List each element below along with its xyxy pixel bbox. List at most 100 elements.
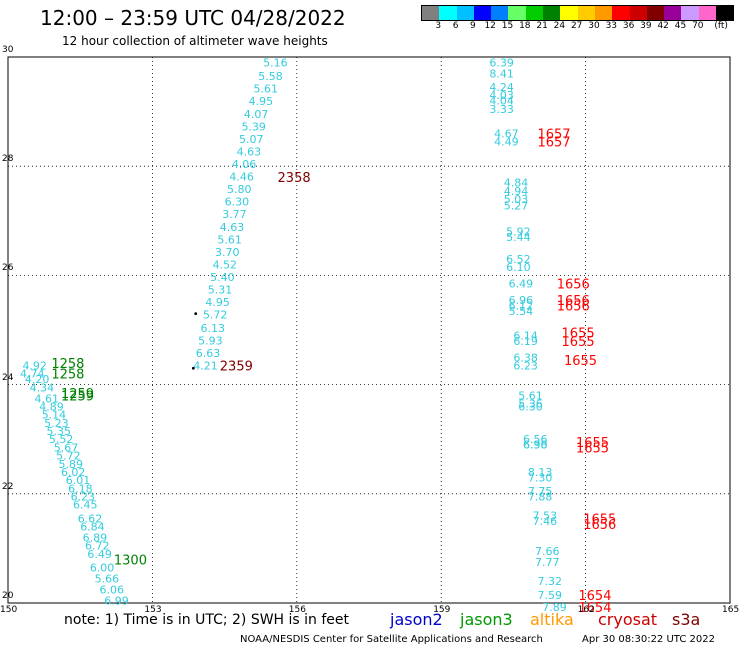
wave-height-label: 7.88 — [528, 491, 553, 504]
wave-height-label: 7.75 — [528, 485, 553, 498]
wave-height-label: 3.77 — [222, 208, 247, 221]
scale-label: 6 — [452, 21, 459, 31]
scale-swatch — [508, 6, 526, 20]
color-scale-bar — [421, 5, 735, 21]
observation-dot — [191, 366, 195, 370]
generated-timestamp: Apr 30 08:30:22 UTC 2022 — [582, 634, 715, 645]
wave-height-label: 7.32 — [537, 575, 562, 588]
scale-swatch — [456, 6, 474, 20]
wave-height-label: 6.14 — [513, 329, 538, 342]
scale-label: 3 — [435, 21, 442, 31]
wave-height-label: 4.21 — [193, 359, 218, 372]
wave-height-label: 5.61 — [518, 390, 543, 403]
wave-height-label: 5.23 — [44, 417, 69, 430]
pass-time-label: 1657 — [537, 136, 570, 151]
wave-height-label: 6.12 — [509, 299, 534, 312]
wave-height-label: 6.30 — [518, 400, 543, 413]
legend-jason2: jason2 — [390, 610, 443, 629]
wave-height-label: 6.38 — [513, 351, 538, 364]
page-subtitle: 12 hour collection of altimeter wave hei… — [62, 34, 328, 48]
wave-height-label: 7.89 — [542, 601, 567, 614]
wave-height-label: 7.46 — [533, 515, 558, 528]
wave-height-label: 6.49 — [509, 278, 534, 291]
wave-height-label: 5.72 — [56, 450, 80, 463]
wave-height-label: 8.13 — [528, 466, 553, 479]
legend-jason3: jason3 — [460, 610, 513, 629]
wave-height-label: 6.89 — [83, 531, 108, 544]
wave-height-label: 6.01 — [66, 474, 91, 487]
wave-height-label: 5.27 — [504, 200, 528, 213]
wave-height-label: 5.16 — [263, 56, 288, 69]
wave-height-label: 6.00 — [90, 562, 115, 575]
wave-height-label: 6.72 — [85, 540, 110, 553]
legend-s3a: s3a — [672, 610, 701, 629]
wave-height-label: 6.90 — [523, 439, 548, 452]
pass-time-label: 1655 — [576, 441, 609, 456]
wave-height-label: 6.63 — [196, 347, 221, 360]
wave-height-label: 6.96 — [509, 294, 534, 307]
wave-height-label: 5.31 — [208, 284, 233, 297]
wave-height-label: 5.58 — [258, 70, 283, 83]
wave-height-label: 4.95 — [205, 296, 230, 309]
wave-height-label: 5.67 — [54, 441, 79, 454]
wave-height-label: 6.18 — [68, 482, 93, 495]
wave-height-label: 6.99 — [104, 594, 128, 607]
wave-height-label: 5.52 — [49, 433, 73, 446]
wave-height-label: 4.03 — [489, 89, 514, 102]
scale-swatch — [422, 6, 440, 20]
wave-height-label: 7.59 — [537, 589, 562, 602]
y-tick-label: 22 — [2, 481, 14, 492]
wave-height-label: 5.03 — [504, 193, 528, 206]
pass-time-label: 1656 — [557, 278, 590, 293]
pass-time-label: 1655 — [564, 354, 597, 369]
y-tick-label: 20 — [2, 591, 14, 601]
wave-height-label: 5.61 — [217, 233, 242, 246]
map-frame — [7, 56, 731, 604]
credit-line: NOAA/NESDIS Center for Satellite Applica… — [240, 634, 543, 645]
scale-swatch — [577, 6, 595, 20]
wave-height-label: 4.67 — [494, 127, 519, 140]
scale-label: 45 — [674, 21, 687, 31]
wave-height-label: 5.54 — [509, 305, 534, 318]
wave-height-label: 4.52 — [213, 258, 238, 271]
wave-height-label: 5.07 — [239, 133, 263, 146]
scale-swatch — [543, 6, 561, 20]
wave-height-label: 7.77 — [535, 556, 560, 569]
pass-time-label: 1657 — [537, 127, 570, 142]
wave-height-label: 6.02 — [61, 466, 86, 479]
scale-swatch — [612, 6, 630, 20]
wave-height-label: 4.04 — [489, 95, 514, 108]
wave-height-label: 4.61 — [34, 392, 59, 405]
wave-height-label: 4.07 — [244, 108, 269, 121]
wave-height-label: 4.74 — [20, 368, 45, 381]
pass-time-label: 1656 — [583, 518, 616, 533]
pass-time-label: 1654 — [578, 589, 611, 604]
scale-label: 30 — [588, 21, 600, 31]
legend-cryosat: cryosat — [598, 610, 658, 629]
wave-height-label: 6.49 — [87, 548, 112, 561]
scale-swatch — [560, 6, 578, 20]
x-tick-label: 162 — [577, 605, 595, 615]
wave-height-label: 6.45 — [73, 499, 98, 512]
wave-height-label: 5.44 — [506, 231, 531, 244]
wave-height-label: 4.49 — [494, 136, 519, 149]
wave-height-label: 6.30 — [225, 196, 250, 209]
wave-height-label: 4.20 — [25, 373, 49, 386]
wave-height-label: 6.52 — [506, 253, 531, 266]
wave-height-label: 6.23 — [71, 491, 96, 504]
x-tick-label: 159 — [433, 605, 451, 615]
pass-time-label: 1655 — [562, 335, 595, 350]
wave-height-label: 6.10 — [506, 261, 531, 274]
wave-height-label: 4.95 — [249, 95, 274, 108]
scale-swatch — [473, 6, 492, 20]
wave-height-label: 7.53 — [533, 510, 558, 523]
scale-label: 70 — [692, 21, 704, 31]
pass-time-label: 1259 — [61, 387, 94, 402]
pass-time-label: 2359 — [220, 359, 253, 374]
scale-label: 27 — [570, 21, 583, 31]
footer-note: note: 1) Time is in UTC; 2) SWH is in fe… — [64, 612, 350, 628]
y-tick-label: 24 — [2, 372, 14, 383]
wave-height-label: 4.46 — [229, 171, 254, 184]
y-tick-label: 26 — [2, 263, 14, 274]
wave-height-label: 4.94 — [504, 185, 528, 198]
